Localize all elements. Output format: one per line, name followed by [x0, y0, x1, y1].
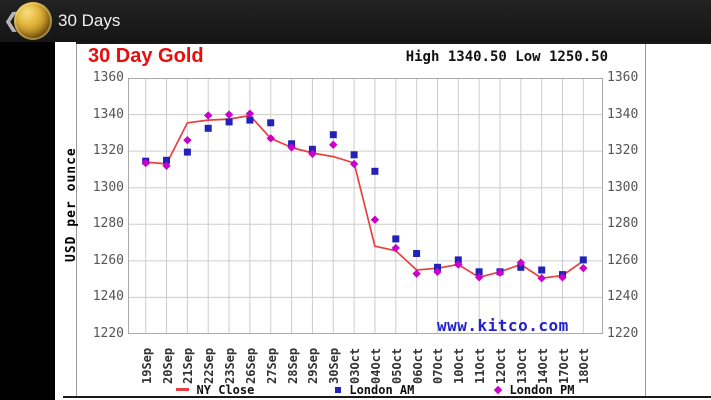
x-tick-label: 14Oct — [535, 347, 550, 384]
x-tick-label: 21Sep — [181, 347, 196, 384]
x-tick-label: 07Oct — [431, 347, 446, 384]
chart-panel — [55, 42, 711, 400]
x-tick-label: 23Sep — [223, 347, 238, 384]
diamond-marker-icon — [494, 385, 503, 394]
x-tick-label: 06Oct — [410, 347, 425, 384]
y-tick-label: 1280 — [607, 216, 639, 232]
x-tick-label: 03Oct — [348, 347, 363, 384]
chart-right-border — [645, 44, 646, 396]
topbar-title: 30 Days — [58, 11, 121, 30]
x-tick-label: 18Oct — [577, 347, 592, 384]
y-tick-label: 1240 — [607, 289, 639, 305]
y-tick-label: 1220 — [607, 326, 639, 341]
x-tick-label: 10Oct — [452, 347, 467, 384]
y-tick-label: 1360 — [607, 70, 639, 85]
y-tick-label: 1360 — [92, 70, 124, 85]
legend-item-london-pm: London PM — [494, 382, 575, 397]
legend-item-ny-close: NY Close — [175, 382, 255, 397]
y-tick-label: 1320 — [607, 143, 639, 159]
x-tick-label: 19Sep — [139, 347, 154, 384]
legend-label: London AM — [349, 382, 415, 397]
high-low-label: High 1340.50 Low 1250.50 — [405, 49, 608, 65]
gold-coin-icon[interactable] — [14, 2, 52, 40]
y-tick-label: 1340 — [92, 106, 124, 122]
x-tick-label: 11Oct — [473, 347, 488, 384]
y-tick-label: 1340 — [607, 106, 639, 122]
y-tick-label: 1220 — [92, 326, 124, 341]
y-tick-label: 1300 — [607, 179, 639, 195]
y-tick-label: 1260 — [607, 252, 639, 268]
y-tick-label: 1280 — [92, 216, 124, 232]
legend-label: London PM — [509, 382, 575, 397]
chart-bottom-border — [63, 396, 711, 398]
x-tick-label: 20Sep — [160, 347, 175, 384]
y-tick-label: 1300 — [92, 179, 124, 195]
square-marker-icon — [335, 386, 342, 393]
x-tick-label: 26Sep — [243, 347, 258, 384]
legend-item-london-am: London AM — [335, 383, 414, 397]
x-tick-label: 13Oct — [514, 347, 529, 384]
x-tick-label: 17Oct — [556, 347, 571, 384]
x-tick-label: 29Sep — [306, 347, 321, 384]
line-marker-icon — [175, 388, 189, 391]
y-tick-label: 1240 — [92, 289, 124, 305]
y-tick-label: 1260 — [92, 252, 124, 268]
top-bar: ❮ 30 Days — [0, 0, 711, 42]
chart-title: 30 Day Gold — [88, 45, 204, 67]
x-tick-label: 28Sep — [285, 347, 300, 384]
legend-label: NY Close — [196, 382, 255, 397]
x-tick-label: 22Sep — [202, 347, 217, 384]
x-tick-label: 04Oct — [368, 347, 383, 384]
kitco-watermark: www.kitco.com — [437, 316, 569, 335]
y-axis-title: USD per ounce — [64, 147, 79, 262]
x-tick-label: 30Sep — [327, 347, 342, 384]
plot-area — [128, 78, 603, 334]
x-tick-label: 27Sep — [264, 347, 279, 384]
y-tick-label: 1320 — [92, 143, 124, 159]
chart-top-border — [76, 42, 711, 44]
legend: NY Close London AM London PM — [135, 382, 615, 397]
chart-left-border — [76, 44, 77, 396]
x-tick-label: 12Oct — [493, 347, 508, 384]
x-tick-label: 05Oct — [389, 347, 404, 384]
